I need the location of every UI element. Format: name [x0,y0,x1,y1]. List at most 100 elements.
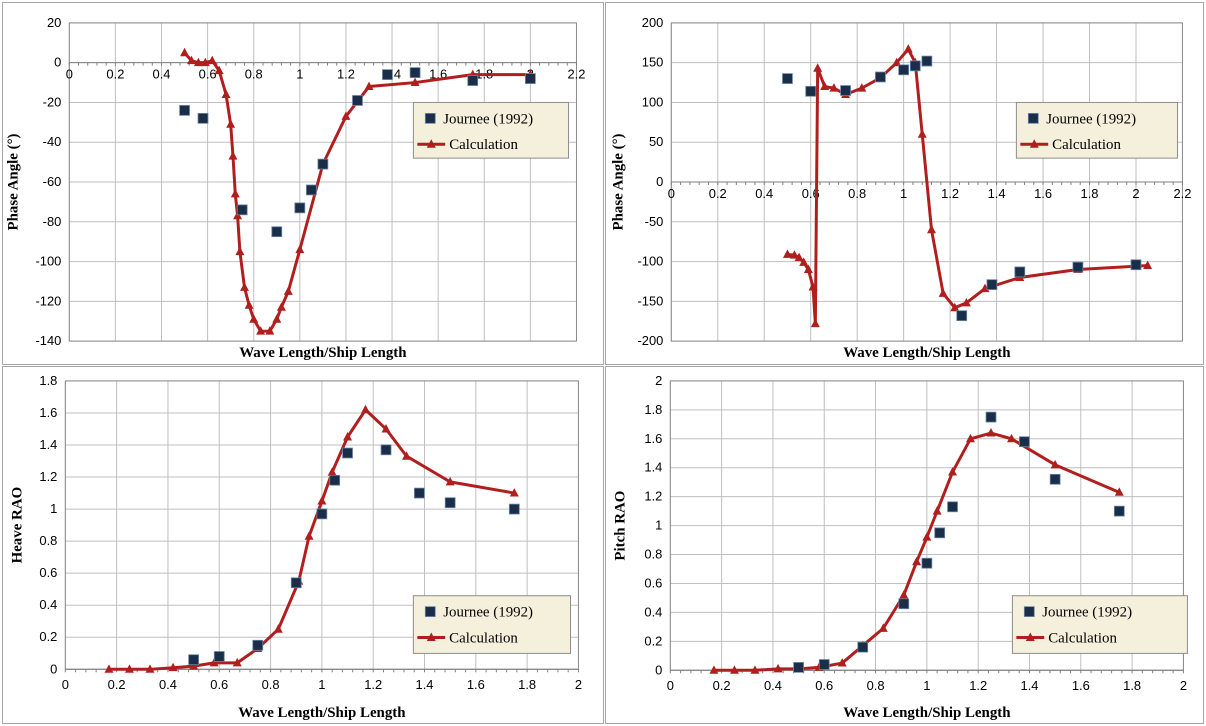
y-tick-label: -50 [645,214,664,229]
calculation-point [214,65,224,75]
y-tick-label: -60 [43,174,62,189]
calculation-point [145,664,155,673]
calculation-point [892,57,902,67]
measured-point [467,75,479,86]
x-axis-title: Wave Length/Ship Length [843,705,1011,721]
y-tick-label: 0.8 [644,547,662,562]
panel-pitch-rao: 2 1.8 1.6 1.4 1.2 1 0.8 0.6 0.4 0.2 0 0 0.2 0.4 0.6 0.8… [605,366,1204,724]
measured-point [898,64,910,76]
legend: Journee (1992) Calculation [1015,101,1178,159]
panel-pitch-phase: 200 150 100 50 0 -50 -100 -150 -200 0 0.2 0.4 0.6 0.8… [605,2,1204,365]
calculation-point [228,151,238,160]
measured-point [188,654,199,666]
measured-point [985,411,997,423]
x-tick-label: 1 [900,186,907,201]
measured-point [793,662,804,673]
y-tick-label: -200 [637,333,663,348]
x-tick-label: 0.4 [159,677,177,692]
x-tick-label: 1.6 [467,677,485,692]
y-tick-label: -40 [43,134,62,149]
calculation-point [295,244,305,254]
x-tick-label: 0 [66,67,73,82]
x-tick-label: 2 [1132,186,1139,201]
calculation-point [402,451,412,460]
measured-point [1130,259,1142,271]
y-tick-label: 1.6 [644,431,662,446]
x-tick-label: 0.2 [106,67,124,82]
x-tick-label: 1 [318,677,325,692]
measured-point [1049,473,1061,485]
calculation-point [410,77,420,87]
x-tick-label: 0.6 [210,677,228,692]
x-tick-label: 1.8 [1081,186,1099,201]
legend-measured-label: Journee (1992) [1046,111,1136,127]
y-tick-label: -20 [43,94,62,109]
y-tick-label: 0.8 [39,533,57,548]
calculation-point [193,57,203,67]
calculation-point [209,657,219,667]
measured-point [875,71,886,83]
x-tick-label: 1.4 [416,677,434,692]
y-tick-label: 1.6 [39,405,57,420]
measured-point [329,474,341,486]
calculation-point [917,129,927,138]
y-axis-title: Pitch RAO [613,491,629,561]
y-tick-label: 200 [642,15,664,30]
y-tick-label: -120 [35,293,61,308]
legend-box [412,595,571,654]
calculation-point [249,314,259,323]
y-tick-label: 100 [642,94,664,109]
calculation-point [932,506,942,515]
y-tick-label: 0.4 [39,597,57,612]
legend-measured-marker [424,112,436,124]
x-tick-label: 1 [923,678,930,693]
y-tick-label: -150 [637,293,663,308]
y-tick-label: 1.4 [39,437,57,452]
y-tick-label: 2 [655,373,662,388]
calculation-point [829,83,839,92]
y-tick-label: -100 [35,254,61,269]
y-tick-label: 150 [642,55,664,70]
legend-measured-marker [424,606,436,617]
measured-point [342,447,353,459]
y-tick-label: 1.4 [644,460,662,475]
y-tick-label: 1.8 [39,373,57,388]
calculation-point [782,249,792,258]
calculation-point [899,590,909,599]
x-axis-title: Wave Length/Ship Length [843,345,1011,361]
x-tick-label: 1.2 [941,186,959,201]
calculation-point [189,661,199,670]
calculation-point [244,300,254,309]
calculation-point [381,424,391,433]
legend-box [412,101,570,159]
x-tick-label: 1.6 [1072,678,1090,693]
x-tick-label: 0 [668,186,675,201]
legend-box [1011,595,1188,654]
surge-phase-chart: 20 0 -20 -40 -60 -80 -100 -120 -140 0 0.2 0.4 0.6 0.8… [6,15,586,361]
legend: Journee (1992) Calculation [1011,595,1188,654]
calculation-point [773,663,783,673]
x-tick-label: 2.2 [568,67,586,82]
calculation-point [232,657,242,667]
measured-point [294,202,306,214]
calculation-point [794,252,804,262]
y-tick-label: 1.2 [644,489,662,504]
calculation-point [966,433,975,443]
measured-point [316,508,328,520]
calculation-point [304,531,314,540]
calculation-point [750,665,760,674]
y-tick-label: 1.2 [39,469,57,484]
legend-calculation-marker [426,632,436,641]
calculation-point [810,318,820,328]
measured-point [909,60,921,72]
measured-point [179,105,190,116]
legend-calculation-label: Calculation [1052,137,1121,153]
panel-surge-phase: 20 0 -20 -40 -60 -80 -100 -120 -140 0 0.2 0.4 0.6 0.8… [2,2,604,365]
x-tick-label: 2 [575,677,582,692]
calculation-point [1114,487,1124,496]
x-tick-label: 0.8 [867,678,885,693]
measured-point [290,577,302,589]
x-tick-label: 1.8 [518,677,536,692]
legend-calculation-label: Calculation [449,630,518,646]
